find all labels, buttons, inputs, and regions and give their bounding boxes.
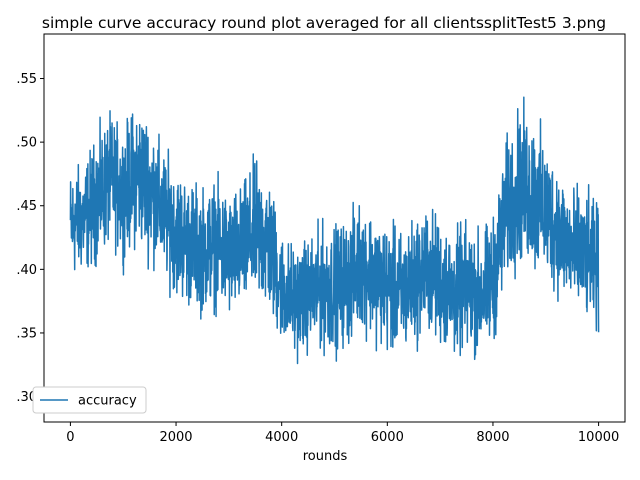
x-tick-label: 4000	[265, 430, 298, 445]
x-tick-label: 0	[66, 430, 74, 445]
y-tick-label: .35	[16, 326, 37, 341]
legend-box	[32, 386, 147, 414]
y-tick-label: .30	[16, 390, 37, 405]
y-axis: .30 .35 .40 .45 .50 .55	[16, 72, 44, 405]
y-tick-label: .40	[16, 263, 37, 278]
x-axis: 0 2000 4000 6000 8000 10000	[66, 422, 619, 445]
plot-area	[69, 96, 600, 365]
x-tick-label: 10000	[578, 430, 619, 445]
y-tick-label: .55	[16, 72, 37, 87]
x-tick-label: 6000	[371, 430, 404, 445]
y-tick-label: .50	[16, 136, 37, 151]
axes-frame	[43, 33, 626, 423]
y-tick-label: .45	[16, 199, 37, 214]
legend-label-accuracy: accuracy	[78, 394, 137, 409]
legend: accuracy	[32, 386, 147, 414]
x-tick-label: 8000	[476, 430, 509, 445]
x-tick-label: 2000	[159, 430, 192, 445]
x-axis-label: rounds	[303, 449, 348, 464]
series-line-accuracy	[69, 96, 600, 365]
chart-title: simple curve accuracy round plot average…	[42, 14, 606, 32]
